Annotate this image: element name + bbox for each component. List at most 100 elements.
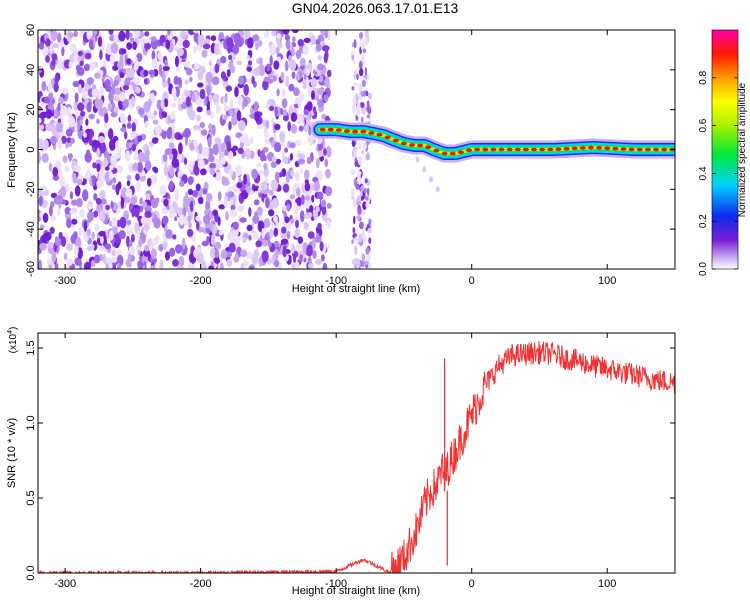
noise-blob	[268, 209, 275, 217]
noise-blob	[357, 155, 363, 166]
noise-blob	[165, 39, 171, 50]
noise-blob	[197, 158, 205, 170]
noise-blob	[368, 261, 371, 269]
noise-blob	[251, 254, 259, 266]
y-tick-label: -40	[25, 221, 37, 237]
noise-blob	[256, 206, 263, 216]
ridge-core-point	[620, 147, 627, 151]
noise-blob	[277, 185, 282, 192]
noise-blob	[266, 63, 271, 72]
noise-blob	[262, 146, 269, 153]
noise-blob	[45, 38, 51, 47]
snr-x-label: Height of straight line (km)	[292, 585, 420, 597]
noise-blob	[156, 99, 162, 110]
noise-blob	[105, 204, 110, 211]
ridge-core-point	[384, 135, 391, 140]
colorbar-label: Normalized spectral amplitude	[737, 82, 748, 217]
noise-blob	[96, 163, 101, 173]
noise-blob	[126, 58, 132, 65]
noise-blob	[273, 259, 280, 268]
noise-blob	[295, 97, 300, 104]
noise-blob	[196, 114, 201, 122]
noise-blob	[258, 169, 264, 176]
noise-blob	[319, 75, 324, 83]
noise-blob	[205, 71, 213, 84]
noise-blob	[290, 169, 295, 177]
snr-y-ticks: 0.0 0.5 1.0 1.5	[25, 340, 675, 581]
noise-blob	[181, 237, 186, 250]
colorbar: 0.0 0.2 0.4 0.6 0.8 Normalized spectral ampl…	[698, 29, 748, 276]
ridge-core-point	[417, 143, 424, 148]
noise-blob	[357, 172, 361, 182]
noise-blob	[358, 95, 363, 101]
noise-blob	[367, 187, 370, 196]
noise-blob	[274, 142, 282, 153]
noise-blob	[143, 101, 151, 113]
noise-blob	[150, 36, 157, 42]
noise-blob	[233, 112, 237, 119]
noise-blob	[168, 207, 175, 219]
noise-blob	[185, 191, 189, 203]
noise-blob	[275, 158, 281, 164]
noise-blob	[126, 227, 134, 236]
noise-blob	[223, 114, 228, 121]
noise-blob	[201, 49, 208, 58]
noise-blob	[96, 118, 100, 125]
ridge-core-point	[392, 138, 399, 143]
noise-blob	[233, 256, 240, 263]
ridge-core-point	[588, 145, 594, 150]
noise-blob	[201, 146, 210, 158]
noise-blob	[93, 30, 98, 36]
noise-blob	[303, 37, 311, 44]
noise-blob	[366, 254, 371, 262]
noise-blob	[38, 151, 41, 163]
y-tick-label: 60	[25, 24, 37, 36]
ridge-core-point	[319, 127, 326, 132]
noise-blob	[83, 220, 88, 232]
noise-blob	[289, 142, 296, 149]
noise-blob	[125, 30, 130, 40]
noise-blob	[230, 204, 236, 212]
noise-blob	[361, 230, 366, 240]
noise-blob	[112, 184, 116, 191]
noise-blob	[307, 231, 315, 239]
x-tick-label: -300	[54, 578, 76, 590]
noise-blob	[38, 248, 42, 255]
x-tick-label: -100	[325, 275, 347, 287]
noise-blob	[363, 187, 367, 194]
noise-blob	[103, 157, 108, 168]
noise-blob	[177, 151, 182, 163]
noise-blob	[108, 229, 114, 241]
noise-blob	[158, 63, 163, 76]
noise-blob	[77, 102, 85, 112]
noise-blob	[44, 96, 50, 104]
noise-blob	[243, 30, 251, 40]
noise-blob	[258, 57, 263, 65]
noise-blob	[320, 30, 326, 36]
ridge-tail-point	[415, 156, 420, 163]
noise-blob	[74, 257, 82, 266]
ridge-core-point	[474, 147, 481, 152]
noise-blob	[130, 131, 137, 139]
noise-blob	[38, 117, 42, 124]
noise-blob	[187, 215, 192, 222]
y-tick-label: 0	[25, 146, 37, 152]
noise-blob	[208, 60, 212, 67]
noise-blob	[236, 110, 242, 122]
noise-blob	[73, 30, 78, 38]
y-tick-label: -60	[25, 261, 37, 277]
noise-blob	[256, 123, 264, 130]
noise-blob	[321, 254, 325, 262]
noise-blob	[131, 144, 136, 152]
noise-blob	[100, 235, 104, 245]
noise-blob	[120, 197, 125, 209]
noise-blob	[68, 152, 73, 162]
noise-blob	[275, 46, 280, 55]
noise-blob	[212, 209, 219, 216]
noise-blob	[358, 221, 364, 230]
noise-blob	[203, 43, 211, 50]
noise-blob	[256, 162, 261, 168]
noise-blob	[174, 188, 180, 201]
noise-blob	[242, 237, 247, 243]
